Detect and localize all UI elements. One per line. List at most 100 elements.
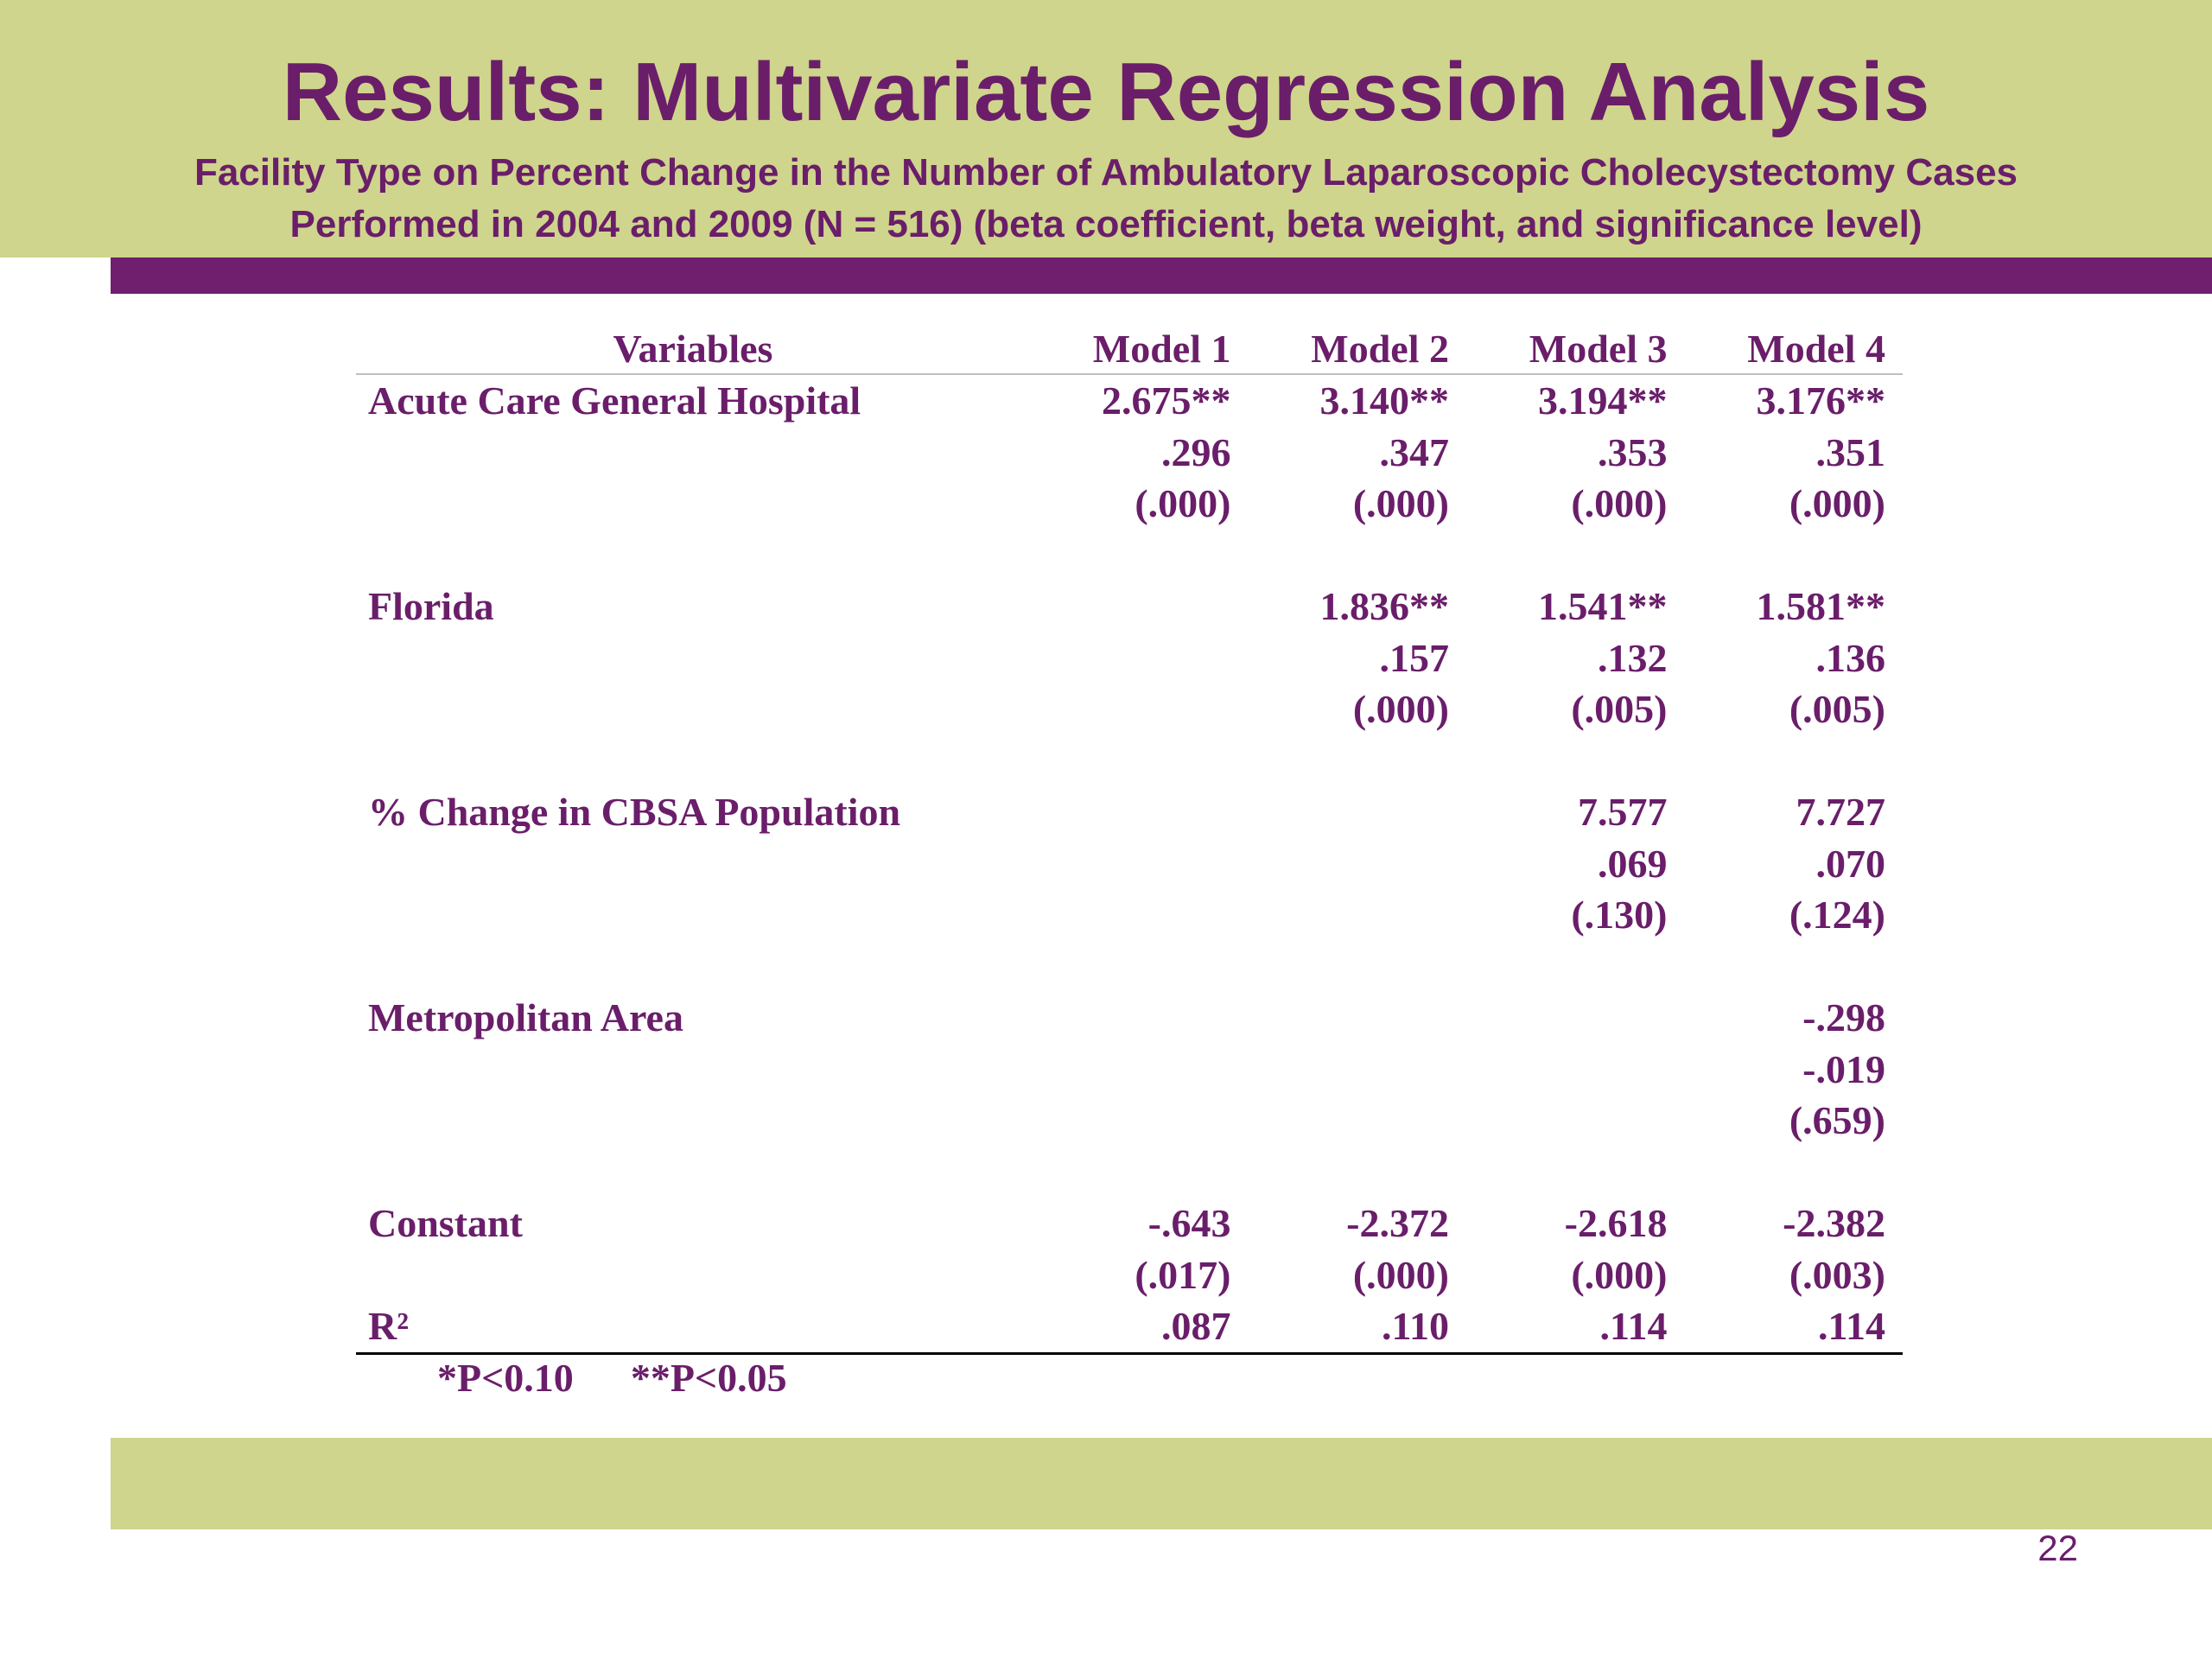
model-4-value-cell: (.659)	[1789, 1098, 1885, 1142]
model-2-value-cell: (.000)	[1352, 1252, 1449, 1297]
table-row: R² .087 .110 .114 .114	[356, 1300, 1903, 1353]
column-header-model-4: Model 4	[1747, 327, 1885, 371]
footer-band	[111, 1438, 2212, 1529]
model-1-value-cell	[1030, 581, 1249, 632]
model-2-value-cell: 3.140**	[1319, 378, 1450, 423]
table-row: (.000) (.000) (.000) (.000)	[356, 478, 1903, 530]
model-4-value-cell: 7.727	[1796, 790, 1886, 834]
model-3-value-cell	[1466, 1095, 1685, 1147]
model-4-value-cell: -2.382	[1783, 1201, 1885, 1245]
column-header-model-3: Model 3	[1529, 327, 1668, 371]
model-2-value-cell: .347	[1379, 429, 1450, 474]
table-row	[356, 941, 1903, 993]
model-4-value-cell: 3.176**	[1756, 378, 1886, 423]
model-1-value-cell	[1030, 1044, 1249, 1096]
variable-name-cell: Metropolitan Area	[368, 995, 683, 1039]
model-2-value-cell	[1249, 992, 1467, 1044]
variable-name-cell	[356, 427, 1030, 479]
header-band	[0, 0, 2212, 257]
model-3-value-cell	[1466, 992, 1685, 1044]
footnote-p010: *P<0.10	[437, 1356, 574, 1400]
variable-name-cell: Florida	[368, 584, 494, 628]
table-row: .296 .347 .353 .351	[356, 427, 1903, 479]
model-4-value-cell	[1685, 735, 1904, 787]
variable-name-cell	[356, 1147, 1030, 1198]
table-row: Acute Care General Hospital 2.675** 3.140*…	[356, 374, 1903, 427]
model-2-value-cell: 1.836**	[1319, 584, 1450, 628]
model-4-value-cell: (.000)	[1789, 481, 1885, 525]
model-3-value-cell: (.130)	[1571, 893, 1668, 937]
page-number: 22	[2037, 1528, 2078, 1568]
variable-name-cell	[356, 683, 1030, 735]
variable-name-cell	[356, 1044, 1030, 1096]
column-header-model-1: Model 1	[1092, 327, 1231, 371]
slide-title: Results: Multivariate Regression Analysi…	[282, 46, 1930, 138]
footnote-p005: **P<0.05	[630, 1356, 787, 1400]
model-1-value-cell	[1030, 632, 1249, 684]
model-1-value-cell: (.017)	[1135, 1252, 1231, 1297]
model-2-value-cell: (.000)	[1352, 687, 1449, 731]
model-3-value-cell: .114	[1599, 1304, 1668, 1348]
model-3-value-cell: 3.194**	[1538, 378, 1668, 423]
model-4-value-cell: -.298	[1802, 995, 1885, 1039]
model-3-value-cell	[1466, 941, 1685, 993]
model-2-value-cell	[1249, 530, 1467, 582]
model-1-value-cell	[1030, 992, 1249, 1044]
table-row: Constant -.643 -2.372 -2.618 -2.382	[356, 1198, 1903, 1249]
column-header-variables: Variables	[613, 327, 773, 371]
table-row: Florida 1.836** 1.541** 1.581**	[356, 581, 1903, 632]
variable-name-cell	[356, 632, 1030, 684]
table-body: Acute Care General Hospital 2.675** 3.140*…	[356, 374, 1903, 1353]
table-row: .157 .132 .136	[356, 632, 1903, 684]
model-4-value-cell: -.019	[1802, 1046, 1885, 1091]
model-1-value-cell	[1030, 530, 1249, 582]
model-3-value-cell: (.005)	[1571, 687, 1668, 731]
model-2-value-cell	[1249, 1147, 1467, 1198]
model-3-value-cell	[1466, 735, 1685, 787]
model-1-value-cell: -.643	[1147, 1201, 1231, 1245]
model-3-value-cell	[1466, 530, 1685, 582]
model-4-value-cell	[1685, 941, 1904, 993]
model-2-value-cell	[1249, 1095, 1467, 1147]
model-1-value-cell: (.000)	[1135, 481, 1231, 525]
variable-name-cell	[356, 941, 1030, 993]
model-4-value-cell: (.005)	[1789, 687, 1885, 731]
model-1-value-cell: .087	[1161, 1304, 1231, 1348]
variable-name-cell	[356, 1095, 1030, 1147]
table-row: (.017) (.000) (.000) (.003)	[356, 1249, 1903, 1301]
model-2-value-cell	[1249, 1044, 1467, 1096]
header-divider-bar	[111, 257, 2212, 294]
model-3-value-cell	[1466, 1044, 1685, 1096]
model-4-value-cell: .114	[1818, 1304, 1885, 1348]
table-row: -.019	[356, 1044, 1903, 1096]
variable-name-cell	[356, 1249, 1030, 1301]
model-2-value-cell: .110	[1382, 1304, 1449, 1348]
model-2-value-cell	[1249, 889, 1467, 941]
model-1-value-cell: .296	[1161, 429, 1231, 474]
variable-name-cell	[356, 889, 1030, 941]
model-3-value-cell: (.000)	[1571, 1252, 1668, 1297]
table-row	[356, 530, 1903, 582]
subtitle-line-2: Performed in 2004 and 2009 (N = 516) (be…	[289, 203, 1923, 245]
model-2-value-cell	[1249, 735, 1467, 787]
table-row: % Change in CBSA Population 7.577 7.727	[356, 786, 1903, 838]
model-2-value-cell	[1249, 838, 1467, 890]
model-4-value-cell: .070	[1815, 841, 1886, 886]
regression-table: Variables Model 1 Model 2 Model 3 Model …	[356, 320, 1903, 1355]
model-3-value-cell: .353	[1598, 429, 1668, 474]
model-3-value-cell: (.000)	[1571, 481, 1668, 525]
model-2-value-cell	[1249, 941, 1467, 993]
table-header-row: Variables Model 1 Model 2 Model 3 Model …	[356, 320, 1903, 374]
model-1-value-cell	[1030, 838, 1249, 890]
model-4-value-cell: (.003)	[1789, 1252, 1885, 1297]
model-2-value-cell: .157	[1379, 635, 1450, 680]
variable-name-cell: R²	[368, 1304, 410, 1348]
model-2-value-cell	[1249, 786, 1467, 838]
variable-name-cell	[356, 735, 1030, 787]
column-header-model-2: Model 2	[1311, 327, 1449, 371]
variable-name-cell: Acute Care General Hospital	[368, 378, 861, 423]
model-1-value-cell: 2.675**	[1102, 378, 1231, 423]
subtitle-line-1: Facility Type on Percent Change in the N…	[194, 151, 2018, 194]
model-4-value-cell: .351	[1815, 429, 1886, 474]
model-3-value-cell: .069	[1598, 841, 1668, 886]
